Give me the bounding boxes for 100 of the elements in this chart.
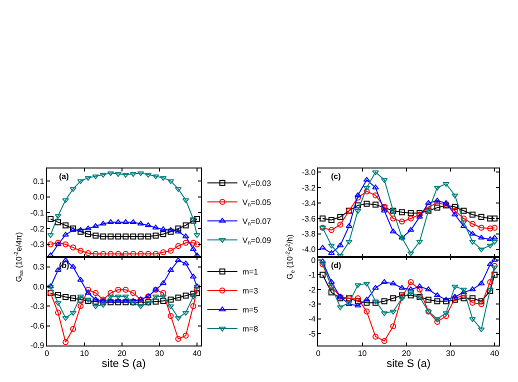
point [78,228,84,235]
point [62,339,69,346]
point [152,298,159,305]
legend-label: V$_{n}$=0.07 [242,216,272,228]
point [492,272,498,278]
text: (a) [59,172,70,181]
point [478,301,484,308]
y-tick-label: -3 [308,300,316,309]
point [354,298,361,304]
legend-label: m=8 [242,324,259,334]
point [54,214,62,219]
point [137,304,144,310]
point [168,296,174,303]
point [354,295,361,302]
point [364,188,370,194]
point [78,303,84,310]
y-tick-label: -0.3 [30,302,45,311]
point [130,233,136,240]
point [48,241,54,248]
point [398,284,406,290]
point [77,227,84,232]
point [452,194,458,198]
point [407,251,414,256]
point [167,304,174,310]
x-axis-title: site S (a) [102,358,146,370]
point [364,200,370,207]
point [182,222,189,228]
point [70,187,76,192]
point [160,290,166,296]
y-tick-label: 0.3 [33,262,45,272]
point [175,226,182,232]
point [336,305,344,310]
point [62,198,69,204]
y-tick-label: -1 [308,270,316,280]
point [372,184,379,190]
point [190,303,196,310]
point [364,300,370,306]
point [452,212,458,216]
text: (c) [331,172,342,181]
point [320,272,326,278]
point [434,298,440,304]
point [478,327,485,332]
point [460,292,467,298]
point [337,214,344,220]
point [491,234,498,240]
point [85,231,92,238]
y-tick-label: -0.3 [30,240,45,250]
x-tick-label: 40 [192,349,202,358]
point [70,326,76,332]
y-tick-label: -0.9 [30,341,45,350]
point [92,298,99,305]
point [319,244,326,250]
point [328,217,334,224]
point [381,338,388,344]
point [372,202,379,208]
point [452,284,458,290]
legend-label: V$_{n}$=0.03 [242,178,272,190]
point [354,209,362,214]
y-tick-label: -3.8 [302,230,316,239]
point [492,224,498,231]
point [487,215,494,222]
point [174,257,182,262]
point [138,233,144,240]
point [114,298,122,303]
y-tick-label: -4.0 [302,245,316,254]
y-tick-label: -0.6 [30,322,45,331]
point [62,232,69,237]
point [160,231,166,238]
y-tick-label: -2 [308,285,316,294]
point [160,226,167,232]
point [363,296,370,302]
y-tick-label: -4 [308,314,316,324]
point [77,276,84,282]
point [372,284,379,290]
point [78,248,84,254]
point [137,220,144,226]
point [491,257,498,262]
point [425,286,432,292]
x-tick-label: 20 [402,349,412,358]
point [100,220,107,226]
point [47,233,54,238]
point [194,233,200,238]
point [328,227,334,234]
point [62,241,69,248]
point [115,286,122,293]
point [442,296,450,302]
point [130,290,136,296]
point [469,286,476,292]
y-tick-label: -0.2 [30,224,45,234]
point [62,294,69,300]
point [452,294,458,299]
point [107,298,114,303]
point [390,310,397,315]
point [190,240,196,246]
point [478,298,484,304]
legend-label: m=1 [242,268,259,277]
point [372,192,379,198]
point [92,174,100,180]
legend-label: V$_{n}$=0.05 [242,198,272,209]
y-tick-label: -0.1 [30,208,45,218]
